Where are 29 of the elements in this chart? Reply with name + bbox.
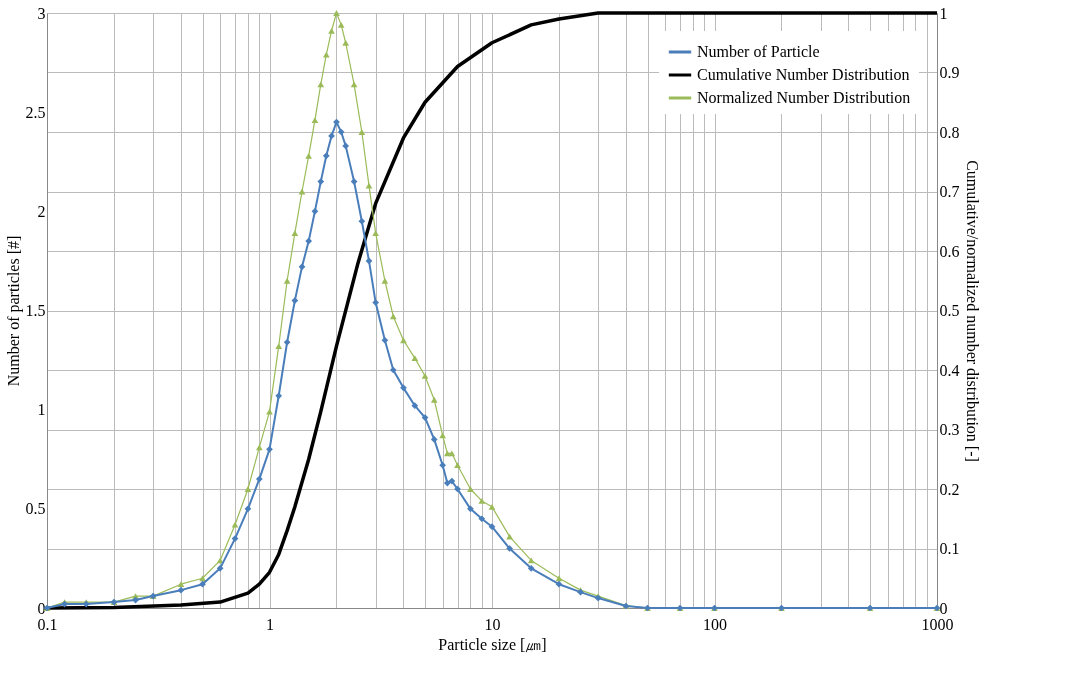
x-tick-label: 1 xyxy=(266,615,274,633)
y-axis-title: Number of particles [#] xyxy=(4,235,23,387)
legend-label: Number of Particle xyxy=(697,43,820,60)
y2-tick-label: 0.7 xyxy=(939,183,960,200)
x-tick-label: 1000 xyxy=(921,615,954,633)
y2-tick-label: 0.3 xyxy=(939,421,960,438)
y2-tick-label: 0.9 xyxy=(939,64,960,81)
y-tick-label: 3 xyxy=(37,4,46,22)
y2-tick-label: 0.2 xyxy=(939,480,960,498)
y2-axis-title: Cumulative/normalized number distribution [-] xyxy=(963,160,981,462)
x-tick-label: 10 xyxy=(484,615,501,633)
y2-tick-label: 0.8 xyxy=(939,123,960,141)
legend-label: Cumulative Number Distribution xyxy=(697,66,910,83)
y2-tick-label: 0.1 xyxy=(939,540,960,557)
y2-tick-label: 0.4 xyxy=(939,361,960,379)
x-tick-label: 100 xyxy=(703,615,727,633)
y2-tick-label: 0 xyxy=(939,599,948,617)
y-tick-label: 1.5 xyxy=(25,302,46,319)
y-tick-label: 0 xyxy=(37,599,46,617)
x-tick-label: 0.1 xyxy=(37,615,58,633)
x-axis-title: Particle size [㎛] xyxy=(438,635,547,653)
y-tick-label: 2.5 xyxy=(25,103,46,121)
y-tick-label: 0.5 xyxy=(25,500,46,518)
y2-tick-label: 0.5 xyxy=(939,302,960,319)
y2-tick-label: 1 xyxy=(939,4,948,22)
y-tick-label: 1 xyxy=(37,401,46,419)
legend-label: Normalized Number Distribution xyxy=(697,89,911,106)
y2-tick-label: 0.6 xyxy=(939,242,960,260)
y-tick-label: 2 xyxy=(37,202,46,220)
